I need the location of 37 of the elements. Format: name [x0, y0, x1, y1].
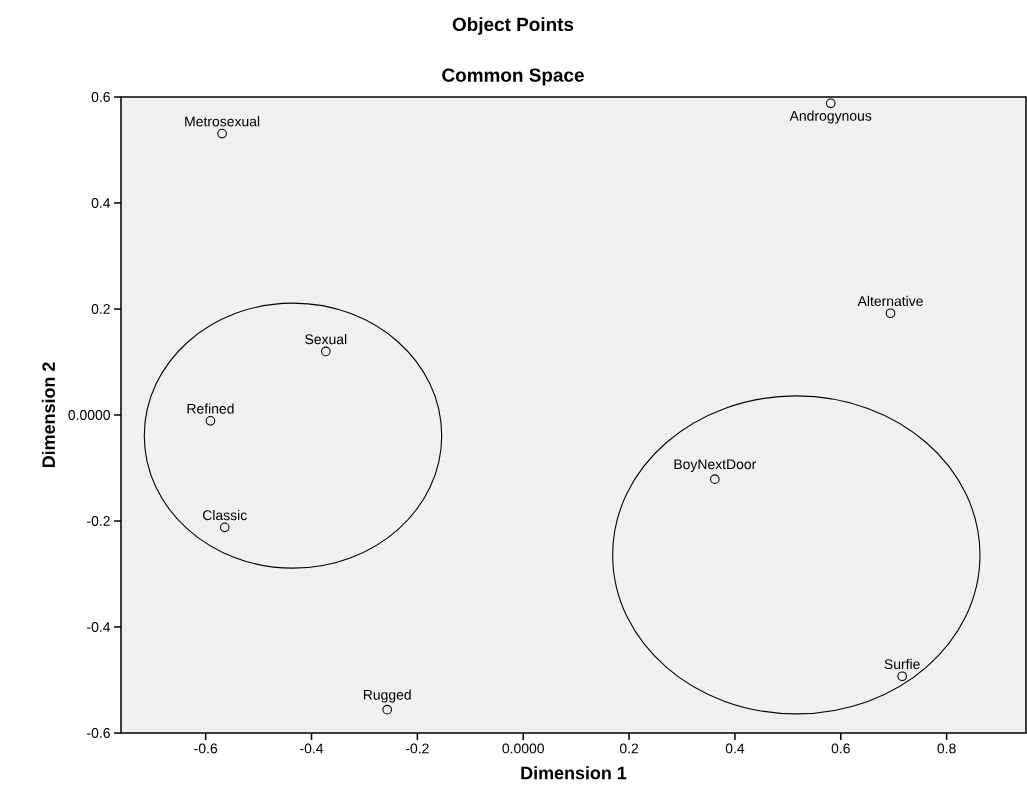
x-tick-label: 0.4	[725, 743, 745, 754]
y-tick-label: -0.2	[87, 516, 110, 526]
chart-subtitle: Common Space	[442, 68, 584, 86]
x-tick-label: 0.8	[937, 743, 956, 754]
x-tick-label: 0.0000	[502, 743, 545, 754]
y-tick-label: -0.4	[87, 622, 111, 632]
y-tick-label: -0.6	[87, 728, 110, 738]
y-tick-label: 0.2	[91, 304, 110, 314]
x-tick-label: 0.2	[619, 743, 639, 754]
x-tick-label: -0.4	[300, 743, 324, 754]
annotation: Surfie	[884, 658, 920, 670]
point	[897, 671, 907, 682]
y-tick-label: 0.6	[91, 92, 110, 102]
annotation: BoyNextDoor	[674, 459, 757, 472]
point	[205, 416, 216, 426]
y-tick-label: 0.0000	[68, 410, 110, 420]
x-axis-title: Dimension 1	[521, 766, 627, 780]
annotation: Refined	[187, 403, 234, 414]
y-tick-label: 0.4	[91, 198, 111, 208]
annotation: Rugged	[363, 689, 411, 703]
annotation: Metrosexual	[185, 116, 260, 127]
point	[219, 522, 230, 533]
x-tick-label: 0.6	[831, 743, 850, 754]
annotation: Classic	[202, 509, 247, 521]
x-tick-label: -0.6	[194, 743, 218, 754]
point	[709, 474, 720, 484]
annotation: Sexual	[305, 333, 347, 345]
point	[885, 308, 896, 319]
chart-title: Object Points	[452, 17, 574, 35]
point	[320, 346, 331, 357]
point	[825, 98, 836, 109]
point	[217, 128, 227, 139]
x-tick-label: -0.2	[405, 743, 429, 754]
annotation: Androgynous	[789, 110, 872, 124]
point	[382, 704, 393, 715]
y-axis-title: Dimension 2	[41, 362, 56, 468]
annotation: Alternative	[857, 295, 923, 307]
